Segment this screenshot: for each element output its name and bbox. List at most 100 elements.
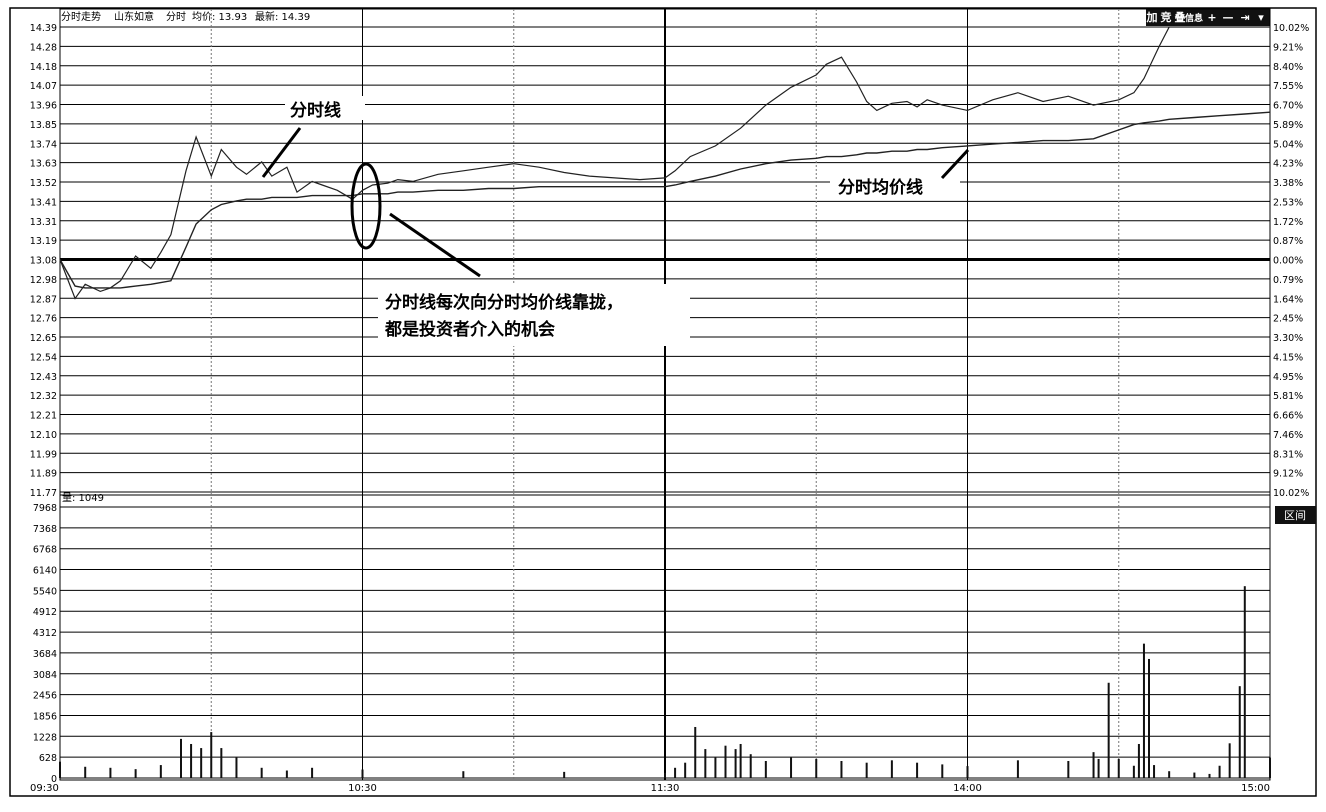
price-tick-label: 14.39 (30, 23, 57, 34)
note-bg (378, 284, 690, 346)
price-tick-label: 13.08 (30, 256, 57, 267)
volume-tick-label: 5540 (33, 586, 57, 597)
volume-bar (159, 765, 162, 778)
volume-bar (704, 749, 707, 778)
volume-bar (1142, 643, 1145, 778)
annotation-layer: 分时线 分时均价线 分时线每次向分时均价线靠拢， 都是投资者介入的机会 (261, 96, 970, 346)
volume-bar (220, 748, 223, 778)
volume-bar (462, 771, 465, 778)
toolbar-button[interactable]: + (1207, 11, 1216, 24)
label-bg-avg-line (830, 172, 960, 198)
toolbar-button[interactable]: ▾ (1258, 11, 1264, 24)
toolbar-button[interactable]: — (1223, 11, 1234, 24)
volume-bar (84, 766, 87, 778)
average-price-line (59, 111, 1271, 289)
price-tick-label: 12.54 (30, 352, 57, 363)
pct-tick-label: 10.02% (1273, 488, 1309, 499)
pct-tick-label: 10.02% (1273, 23, 1309, 34)
header-stock-name: 山东如意 (114, 10, 154, 23)
volume-bar (210, 732, 213, 778)
header-title: 分时走势 (61, 10, 101, 23)
volume-tick-label: 4312 (33, 628, 57, 639)
volume-bar (1243, 586, 1246, 778)
volume-tick-label: 7968 (33, 503, 57, 514)
label-bg-intraday-line (285, 96, 365, 120)
grid-layer (59, 8, 1271, 781)
pct-tick-label: 6.70% (1273, 101, 1303, 112)
toolbar-button[interactable]: ⇥ (1240, 11, 1249, 24)
price-tick-label: 13.96 (30, 101, 57, 112)
volume-tick-label: 0 (51, 774, 57, 785)
price-tick-label: 13.19 (30, 236, 57, 247)
price-tick-label: 12.98 (30, 275, 57, 286)
volume-bar (966, 766, 969, 778)
volume-bar (739, 743, 742, 778)
time-tick-label: 15:00 (1241, 783, 1270, 794)
price-tick-label: 12.32 (30, 391, 57, 402)
time-tick-label: 11:30 (651, 783, 680, 794)
volume-bar (674, 767, 677, 778)
toolbar-bg (1146, 9, 1270, 26)
volume-bar (916, 762, 919, 778)
time-tick-label: 14:00 (953, 783, 982, 794)
pct-tick-label: 5.04% (1273, 139, 1303, 150)
time-tick-label: 10:30 (348, 783, 377, 794)
toolbar-button[interactable]: 信息 (1185, 12, 1203, 24)
volume-bar (714, 757, 717, 778)
volume-bar (694, 726, 697, 778)
volume-tick-label: 6140 (33, 566, 57, 577)
price-tick-label: 13.74 (30, 139, 57, 150)
pct-tick-label: 1.72% (1273, 217, 1303, 228)
pct-tick-label: 6.66% (1273, 411, 1303, 422)
volume-bar (1016, 760, 1019, 778)
volume-tick-label: 628 (39, 753, 57, 764)
label-avg-price-line: 分时均价线 (838, 177, 923, 198)
pct-tick-label: 8.40% (1273, 62, 1303, 73)
volume-header: 量: 1049 (62, 492, 104, 504)
chart-frame (9, 7, 1317, 797)
pct-tick-label: 3.30% (1273, 333, 1303, 344)
time-tick-label: 09:30 (30, 783, 59, 794)
volume-bar (1269, 757, 1271, 778)
volume-bar (1117, 758, 1120, 778)
pct-tick-label: 2.53% (1273, 197, 1303, 208)
pct-tick-label: 0.00% (1273, 256, 1303, 267)
volume-tick-label: 1856 (33, 711, 57, 722)
pct-tick-label: 9.12% (1273, 469, 1303, 480)
price-tick-label: 13.31 (30, 217, 57, 228)
volume-bar (941, 764, 944, 778)
price-tick-label: 12.76 (30, 314, 57, 325)
volume-tick-label: 4912 (33, 607, 57, 618)
price-tick-label: 12.10 (30, 430, 57, 441)
price-tick-label: 12.43 (30, 372, 57, 383)
price-tick-label: 14.18 (30, 62, 57, 73)
volume-bar (724, 745, 727, 778)
volume-bar (684, 762, 687, 778)
interval-button[interactable] (1275, 506, 1316, 524)
pct-tick-label: 0.87% (1273, 236, 1303, 247)
volume-layer (59, 586, 1271, 778)
pct-tick-label: 8.31% (1273, 449, 1303, 460)
price-tick-label: 14.07 (30, 81, 57, 92)
pct-tick-label: 5.81% (1273, 391, 1303, 402)
volume-bar (1238, 686, 1241, 778)
toolbar-button[interactable]: 竞 (1161, 10, 1172, 24)
volume-bar (1208, 773, 1211, 778)
volume-bar (1137, 743, 1140, 778)
volume-bar (1153, 765, 1156, 778)
price-tick-label: 12.87 (30, 294, 57, 305)
volume-bar (200, 748, 203, 778)
price-tick-label: 13.41 (30, 197, 57, 208)
header-latest-price: 最新: 14.39 (255, 10, 310, 23)
toolbar-button[interactable]: 加 (1146, 10, 1158, 24)
pct-tick-label: 2.45% (1273, 314, 1303, 325)
volume-bar (59, 761, 61, 778)
toolbar-button[interactable]: 叠 (1175, 10, 1186, 24)
volume-bar (180, 738, 182, 778)
price-tick-label: 12.65 (30, 333, 57, 344)
volume-bar (285, 770, 288, 778)
volume-bar (890, 760, 893, 778)
intraday-price-line (59, 26, 1270, 300)
volume-bar (790, 757, 793, 778)
